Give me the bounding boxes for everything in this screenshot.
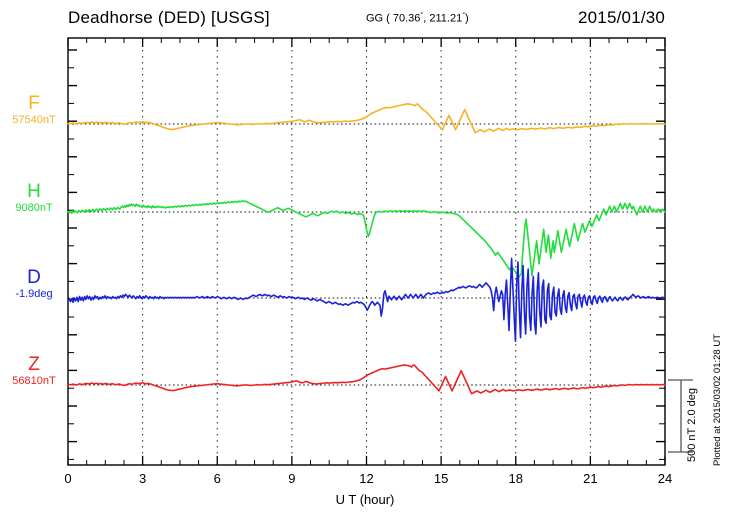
x-tick-21: 21: [583, 471, 598, 486]
component-baseline-z: 56810nT: [12, 375, 56, 387]
geo-latitude: 70.36: [392, 12, 421, 25]
x-tick-12: 12: [359, 471, 374, 486]
component-letter-d: D: [27, 267, 41, 288]
x-tick-9: 9: [288, 471, 296, 486]
component-baseline-f: 57540nT: [12, 114, 56, 126]
x-tick-0: 0: [64, 471, 72, 486]
component-letter-f: F: [28, 93, 40, 114]
scale-bar-label: 500 nT 2.0 deg: [686, 388, 698, 462]
geographic-coordinates: GG ( 70.36°, 211.21°): [366, 12, 469, 25]
component-letter-z: Z: [28, 354, 40, 375]
geo-suffix: ): [465, 12, 469, 25]
observation-date: 2015/01/30: [578, 8, 666, 27]
degree-symbol-lon: °: [462, 12, 465, 19]
geo-prefix: GG (: [366, 12, 393, 25]
component-label-z: Z 56810nT: [0, 355, 68, 388]
x-tick-24: 24: [657, 471, 673, 486]
geo-longitude: 211.21: [429, 12, 463, 25]
x-tick-15: 15: [433, 471, 449, 486]
component-label-d: D -1.9deg: [0, 268, 68, 301]
geo-separator: ,: [423, 12, 430, 25]
component-baseline-d: -1.9deg: [15, 288, 53, 300]
x-axis-title: U T (hour): [335, 492, 395, 507]
station-title: Deadhorse (DED) [USGS]: [68, 8, 270, 27]
scale-bar-nt: 500 nT: [686, 427, 698, 463]
component-label-f: F 57540nT: [0, 94, 68, 127]
degree-symbol-lat: °: [420, 12, 424, 19]
component-letter-h: H: [27, 181, 41, 202]
component-baseline-h: 9080nT: [15, 202, 53, 214]
x-tick-6: 6: [213, 471, 221, 486]
scale-bar-deg: 2.0 deg: [686, 388, 698, 425]
x-tick-3: 3: [139, 471, 147, 486]
component-label-h: H 9080nT: [0, 182, 68, 215]
plot-timestamp: Plotted at 2015/03/02 01:28 UT: [712, 334, 723, 467]
x-tick-18: 18: [508, 471, 523, 486]
